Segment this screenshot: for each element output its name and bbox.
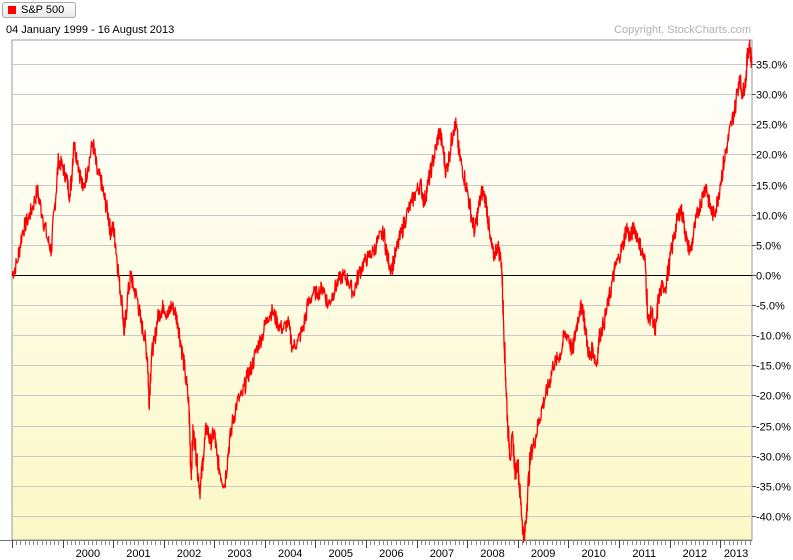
x-tick-label: 2007 xyxy=(430,548,454,560)
x-tick-label: 2008 xyxy=(480,548,504,560)
y-tick-label: -40.0% xyxy=(756,512,791,524)
x-tick-label: 2006 xyxy=(379,548,403,560)
y-tick-label: -10.0% xyxy=(756,331,791,343)
legend-swatch xyxy=(8,6,16,14)
y-tick-label: -30.0% xyxy=(756,452,791,464)
x-tick-label: 2003 xyxy=(227,548,251,560)
y-tick-label: 20.0% xyxy=(756,150,787,162)
y-tick-label: -15.0% xyxy=(756,361,791,373)
y-tick-label: -35.0% xyxy=(756,482,791,494)
legend-box: S&P 500 xyxy=(2,2,76,18)
legend-label: S&P 500 xyxy=(21,4,65,16)
plot-area xyxy=(11,39,753,541)
y-tick-label: -5.0% xyxy=(756,301,785,313)
y-tick-label: 35.0% xyxy=(756,60,787,72)
series-layer xyxy=(11,39,753,543)
y-tick-label: -20.0% xyxy=(756,391,791,403)
y-tick-label: 30.0% xyxy=(756,90,787,102)
x-axis-ticks: 2000 2001 2002 2003 2004 2005 2006 2007 2008 2009… xyxy=(0,540,752,560)
y-tick-label: -25.0% xyxy=(756,422,791,434)
x-tick-label: 2010 xyxy=(581,548,605,560)
series-line-sp500 xyxy=(11,39,753,543)
x-tick-label: 2012 xyxy=(683,548,707,560)
x-tick-label: 2009 xyxy=(531,548,555,560)
date-range-label: 04 January 1999 - 16 August 2013 xyxy=(6,24,175,36)
y-axis-ticks: 35.0% 30.0% 25.0% 20.0% 15.0% 10.0% 5.0% 0.0% -5… xyxy=(752,60,791,524)
x-tick-label: 2013 xyxy=(724,548,748,560)
y-tick-label: 25.0% xyxy=(756,120,787,132)
y-tick-label: 10.0% xyxy=(756,211,787,223)
x-tick-label: 2002 xyxy=(177,548,201,560)
y-tick-label: 5.0% xyxy=(756,241,781,253)
copyright-label: Copyright, StockCharts.com xyxy=(614,24,751,36)
x-tick-label: 2004 xyxy=(278,548,302,560)
x-tick-label: 2000 xyxy=(76,548,100,560)
grid-lines xyxy=(12,64,752,517)
y-tick-label: 15.0% xyxy=(756,181,787,193)
x-tick-label: 2005 xyxy=(329,548,353,560)
x-tick-label: 2011 xyxy=(632,548,656,560)
y-tick-label: 0.0% xyxy=(756,271,781,283)
x-tick-label: 2001 xyxy=(126,548,150,560)
